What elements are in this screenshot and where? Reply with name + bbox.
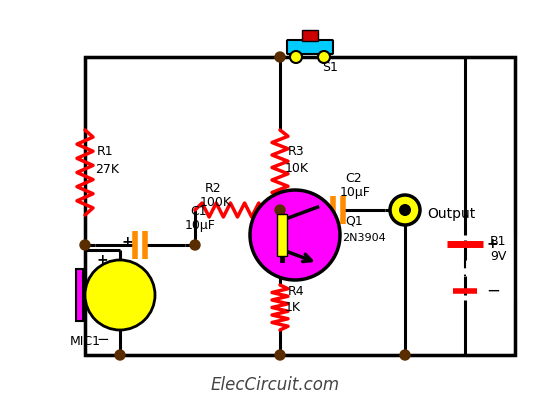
Text: 2N3904: 2N3904 [342, 233, 386, 243]
Circle shape [400, 350, 410, 360]
Text: −: − [96, 332, 109, 347]
Text: 10μF: 10μF [340, 186, 371, 199]
Circle shape [85, 260, 155, 330]
Text: R4: R4 [288, 285, 305, 298]
Text: R1: R1 [97, 145, 114, 158]
Circle shape [275, 205, 285, 215]
Text: MIC1: MIC1 [70, 335, 101, 348]
Text: R3: R3 [288, 145, 305, 158]
Circle shape [80, 240, 90, 250]
Bar [76, 269, 83, 321]
Text: C1: C1 [190, 205, 207, 218]
Text: B1: B1 [490, 235, 507, 248]
Circle shape [115, 350, 125, 360]
Text: 10μF: 10μF [185, 219, 216, 232]
Bar [302, 30, 318, 41]
Text: Q1: Q1 [345, 215, 363, 228]
Text: R2: R2 [205, 182, 222, 195]
Text: C2: C2 [345, 172, 362, 185]
Circle shape [190, 240, 200, 250]
Text: 1K: 1K [285, 301, 301, 314]
Text: 10K: 10K [285, 162, 309, 175]
Text: 27K: 27K [95, 163, 119, 176]
FancyBboxPatch shape [287, 40, 333, 54]
Text: 9V: 9V [490, 250, 507, 263]
Circle shape [318, 51, 330, 63]
Text: ElecCircuit.com: ElecCircuit.com [211, 376, 339, 394]
Bar [277, 214, 288, 256]
Circle shape [275, 350, 285, 360]
Circle shape [275, 52, 285, 62]
Text: S1: S1 [322, 61, 338, 74]
Text: +: + [121, 235, 133, 249]
Circle shape [290, 51, 302, 63]
Text: Output: Output [427, 207, 475, 221]
Circle shape [390, 195, 420, 225]
Text: 100K: 100K [200, 196, 232, 209]
Circle shape [399, 204, 411, 216]
Text: +: + [318, 200, 331, 214]
Text: +: + [97, 253, 108, 267]
Text: +: + [486, 237, 498, 251]
Bar [85, 57, 515, 355]
Circle shape [250, 190, 340, 280]
Text: −: − [486, 282, 500, 300]
